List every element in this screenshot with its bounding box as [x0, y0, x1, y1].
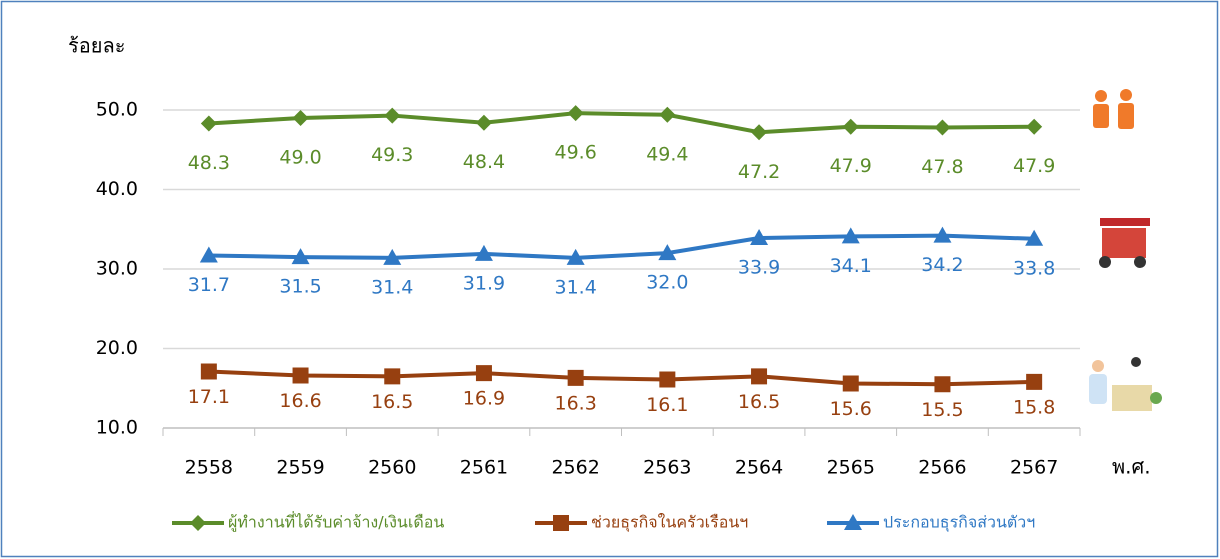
data-label: 15.5	[921, 399, 963, 421]
data-label: 49.6	[554, 142, 596, 164]
data-label: 48.4	[463, 151, 505, 173]
data-label: 16.1	[646, 394, 688, 416]
data-label: 31.4	[371, 276, 413, 298]
data-point	[292, 109, 309, 126]
data-point	[475, 365, 492, 382]
x-tick-label: 2562	[551, 457, 599, 479]
data-label: 34.1	[830, 255, 872, 277]
x-tick-label: 2561	[460, 457, 508, 479]
data-point	[292, 367, 309, 384]
data-label: 49.4	[646, 143, 688, 165]
data-label: 31.9	[463, 272, 505, 294]
legend-label: ผู้ทำงานที่ได้รับค่าจ้าง/เงินเดือน	[228, 511, 444, 533]
legend-marker	[190, 515, 206, 531]
data-point	[750, 228, 769, 245]
data-point	[842, 118, 859, 135]
y-tick-label: 40.0	[96, 178, 138, 200]
data-label: 31.4	[554, 276, 596, 298]
data-label: 17.1	[188, 386, 230, 408]
data-label: 15.8	[1013, 396, 1055, 418]
legend-label: ช่วยธุรกิจในครัวเรือนฯ	[591, 513, 748, 533]
y-tick-label: 20.0	[96, 337, 138, 359]
y-tick-label: 50.0	[96, 99, 138, 121]
data-label: 31.7	[188, 274, 230, 296]
icon-wage-workers	[1093, 89, 1134, 129]
data-point	[1026, 373, 1043, 390]
data-label: 33.9	[738, 256, 780, 278]
data-point	[384, 107, 401, 124]
data-point	[751, 368, 768, 385]
x-tick-label: 2564	[735, 457, 783, 479]
data-point	[475, 114, 492, 131]
data-label: 47.2	[738, 161, 780, 183]
x-tick-label: 2565	[827, 457, 875, 479]
data-point	[291, 248, 310, 265]
data-point	[383, 248, 402, 265]
data-point	[567, 105, 584, 122]
x-tick-label: 2560	[368, 457, 416, 479]
data-point	[199, 246, 218, 263]
data-point	[1026, 118, 1043, 135]
data-point	[474, 244, 493, 261]
x-axis-label: พ.ศ.	[1112, 455, 1151, 479]
data-point	[934, 376, 951, 393]
x-tick-label: 2559	[276, 457, 324, 479]
data-point	[200, 115, 217, 132]
data-label: 15.6	[830, 398, 872, 420]
data-label: 48.3	[188, 152, 230, 174]
x-tick-label: 2558	[185, 457, 233, 479]
data-label: 32.0	[646, 272, 688, 294]
data-label: 34.2	[921, 254, 963, 276]
data-point	[384, 368, 401, 385]
data-point	[659, 106, 676, 123]
x-tick-label: 2566	[918, 457, 966, 479]
data-point	[841, 227, 860, 244]
data-label: 47.8	[921, 156, 963, 178]
data-label: 33.8	[1013, 257, 1055, 279]
data-point	[659, 371, 676, 388]
data-point	[842, 375, 859, 392]
data-label: 16.5	[738, 391, 780, 413]
data-label: 47.9	[1013, 155, 1055, 177]
icon-family-helpers	[1089, 357, 1162, 411]
icon-own-business	[1099, 218, 1150, 268]
data-label: 16.9	[463, 388, 505, 410]
legend-marker	[553, 515, 569, 531]
legend-label: ประกอบธุรกิจส่วนตัวฯ	[883, 513, 1035, 533]
data-point	[566, 248, 585, 265]
data-label: 31.5	[279, 276, 321, 298]
data-label: 16.5	[371, 391, 413, 413]
legend-marker	[844, 514, 862, 530]
data-point	[567, 369, 584, 386]
data-label: 49.0	[279, 146, 321, 168]
data-label: 16.6	[279, 390, 321, 412]
series-line	[208, 369, 1035, 387]
data-point	[1025, 229, 1044, 246]
x-tick-label: 2563	[643, 457, 691, 479]
data-point	[658, 244, 677, 261]
data-point	[200, 363, 217, 380]
data-label: 47.9	[830, 155, 872, 177]
series-line	[208, 111, 1035, 135]
data-point	[934, 119, 951, 136]
data-point	[751, 124, 768, 141]
data-label: 16.3	[554, 392, 596, 414]
data-point	[933, 226, 952, 243]
series-line	[208, 233, 1035, 260]
data-label: 49.3	[371, 144, 413, 166]
y-tick-label: 30.0	[96, 258, 138, 280]
y-tick-label: 10.0	[96, 417, 138, 439]
y-axis-label: ร้อยละ	[68, 34, 125, 58]
x-tick-label: 2567	[1010, 457, 1058, 479]
